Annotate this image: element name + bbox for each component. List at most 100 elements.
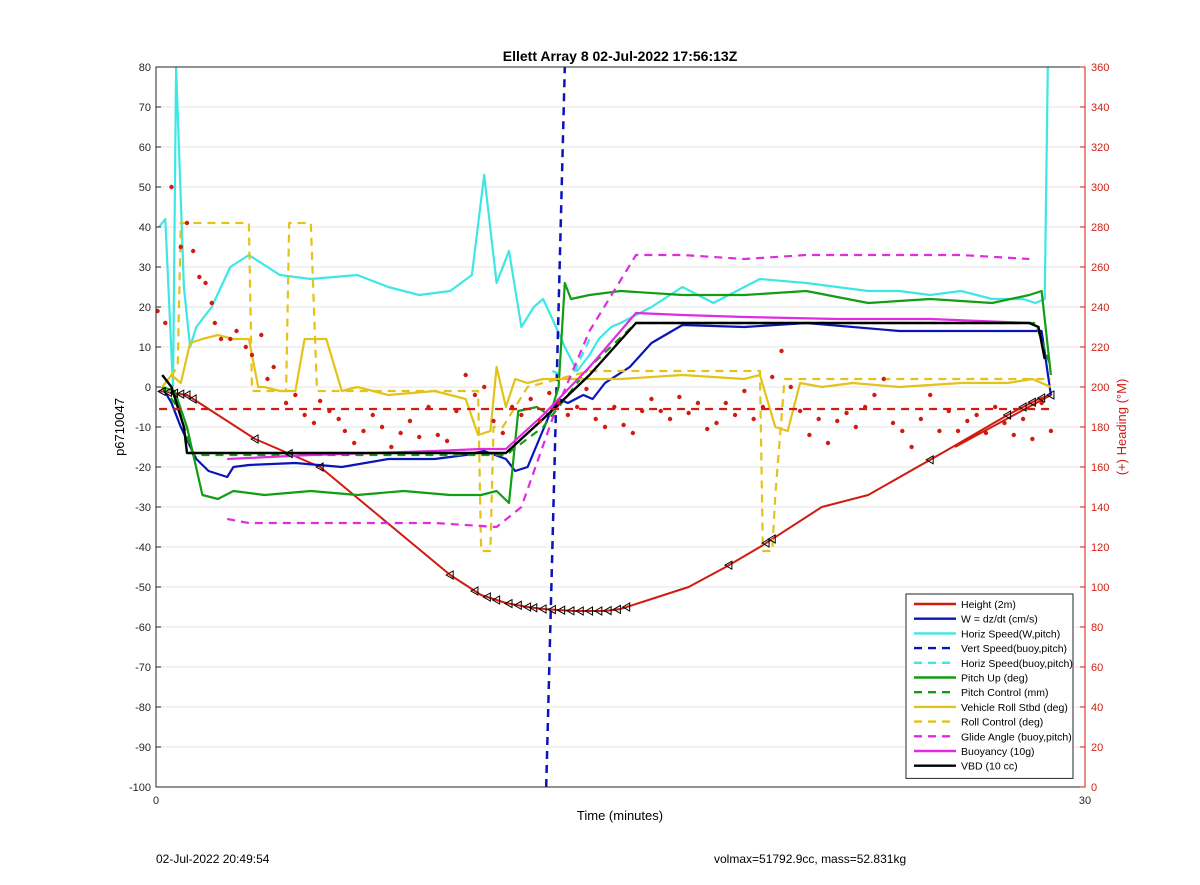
heading-point — [1039, 400, 1044, 406]
heading-point — [327, 408, 332, 414]
height-marker — [621, 602, 631, 612]
heading-point — [197, 274, 202, 280]
heading-point — [156, 308, 160, 314]
heading-point — [398, 430, 403, 436]
series-line-vehicle-roll-stbd-deg — [161, 333, 1052, 437]
y-tick-label: 10 — [139, 342, 151, 354]
heading-point — [677, 394, 682, 400]
y-tick-label: -60 — [135, 622, 151, 634]
series-line-roll-control-deg — [161, 221, 1051, 553]
heading-point — [714, 420, 719, 426]
height-marker — [1045, 390, 1055, 400]
heading-point — [612, 404, 617, 410]
height-marker — [547, 604, 556, 615]
heading-point — [909, 444, 914, 450]
height-marker — [250, 434, 259, 444]
heading-point — [574, 404, 580, 410]
heading-point — [927, 392, 933, 398]
heading-point — [621, 422, 626, 428]
y2-axis-label: (+) Heading (°M) — [1114, 379, 1129, 476]
heading-point — [946, 408, 951, 414]
heading-point — [974, 412, 979, 418]
legend-label: Glide Angle (buoy,pitch) — [961, 731, 1072, 743]
heading-point — [1048, 428, 1054, 434]
footer-timestamp: 02-Jul-2022 20:49:54 — [156, 852, 270, 866]
heading-point — [705, 426, 710, 432]
heading-point — [955, 428, 961, 434]
footer-info: volmax=51792.9cc, mass=52.831kg — [714, 852, 907, 866]
heading-point — [311, 420, 317, 426]
series-line-vbd-10-cc — [161, 321, 1046, 455]
heading-point — [444, 438, 450, 444]
heading-point — [779, 348, 784, 354]
height-marker — [767, 534, 776, 544]
heading-point — [271, 364, 276, 370]
height-marker — [584, 606, 594, 616]
heading-point — [742, 388, 747, 394]
heading-point — [500, 430, 506, 436]
heading-point — [389, 444, 394, 450]
y-tick-label: 50 — [139, 182, 151, 194]
heading-point — [212, 320, 218, 326]
heading-point — [602, 424, 608, 430]
height-marker — [593, 606, 603, 616]
y-tick-label: 60 — [139, 142, 151, 154]
y2-tick-label: 140 — [1091, 502, 1109, 514]
height-marker — [491, 595, 501, 605]
y2-tick-label: 180 — [1091, 422, 1109, 434]
heading-point — [190, 248, 196, 254]
heading-point — [351, 440, 357, 446]
legend-label: Roll Control (deg) — [961, 717, 1043, 729]
height-marker — [565, 605, 575, 616]
y2-tick-label: 260 — [1091, 262, 1109, 274]
legend-box — [905, 593, 1074, 779]
y2-tick-label: 20 — [1091, 742, 1103, 754]
heading-point — [407, 418, 413, 424]
y2-tick-label: 0 — [1091, 782, 1097, 794]
height-marker — [181, 390, 191, 400]
heading-point — [178, 244, 183, 250]
height-marker — [528, 602, 538, 613]
y-tick-label: -100 — [129, 782, 151, 794]
y2-tick-label: 360 — [1091, 62, 1109, 74]
heading-point — [593, 416, 598, 422]
heading-point — [658, 408, 663, 414]
heading-point — [1002, 420, 1007, 426]
x-tick-label: 30 — [1079, 795, 1091, 807]
y-tick-label: 70 — [139, 102, 151, 114]
legend: Height (2m) W = dz/dt (cm/s) Horiz Speed(W… — [905, 593, 1074, 779]
legend-label: W = dz/dt (cm/s) — [961, 614, 1038, 626]
height-marker — [575, 606, 584, 616]
y2-tick-label: 200 — [1091, 382, 1109, 394]
y-tick-label: -30 — [135, 502, 151, 514]
y2-tick-label: 280 — [1091, 222, 1109, 234]
height-marker — [761, 538, 770, 548]
height-marker — [925, 454, 934, 465]
heading-point — [379, 424, 385, 430]
y2-tick-label: 220 — [1091, 342, 1109, 354]
y2-tick-label: 320 — [1091, 142, 1109, 154]
height-marker — [188, 394, 197, 404]
series-line-glide-angle-buoy-pitch — [227, 253, 1030, 529]
y2-tick-label: 40 — [1091, 702, 1103, 714]
y2-tick-label: 300 — [1091, 182, 1109, 194]
heading-point — [751, 416, 756, 422]
heading-point — [918, 416, 924, 422]
height-marker — [1036, 393, 1046, 403]
heading-point — [336, 416, 341, 422]
heading-point — [565, 412, 571, 418]
heading-point — [983, 430, 989, 436]
heading-point — [472, 392, 478, 398]
heading-point — [370, 412, 375, 418]
legend-label: Pitch Up (deg) — [961, 673, 1028, 685]
heading-point — [900, 428, 905, 434]
y-tick-label: 30 — [139, 262, 151, 274]
y2-tick-label: 160 — [1091, 462, 1109, 474]
heading-point — [797, 408, 803, 414]
legend-label: Vehicle Roll Stbd (deg) — [961, 702, 1068, 714]
y-tick-label: -40 — [135, 542, 151, 554]
y-tick-label: 80 — [139, 62, 151, 74]
heading-point — [965, 418, 970, 424]
heading-point — [361, 428, 366, 434]
